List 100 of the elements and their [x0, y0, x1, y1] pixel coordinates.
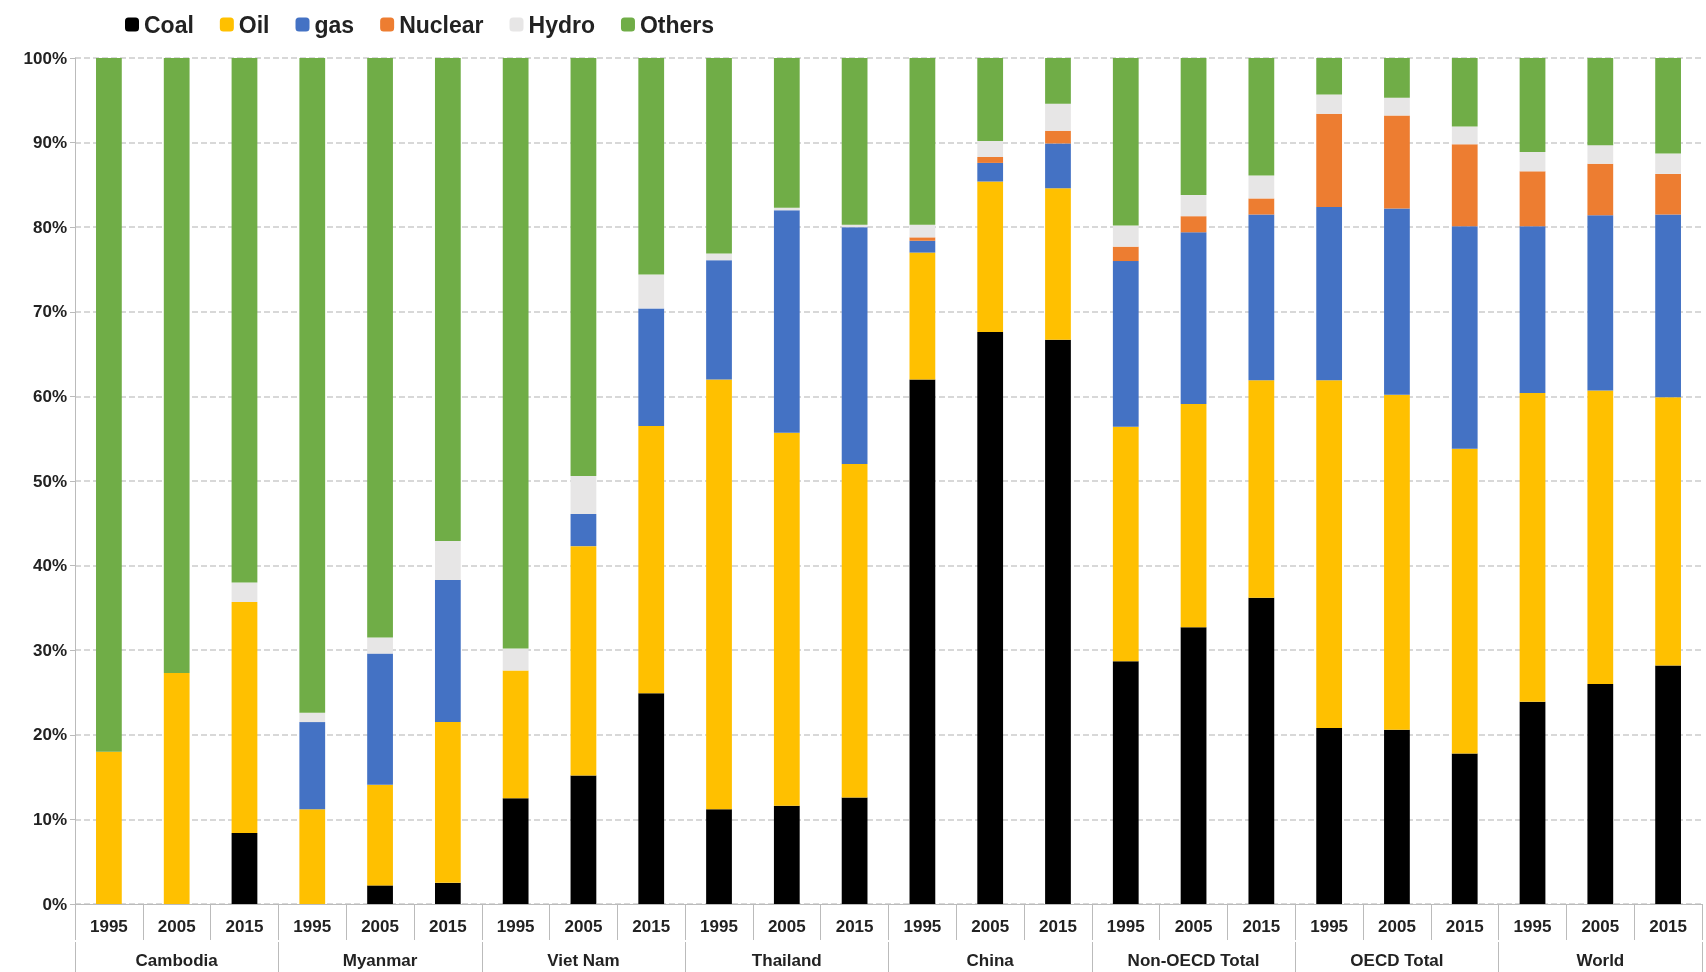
legend-label: Coal: [144, 11, 194, 38]
x-tick-label: 2015: [1242, 917, 1281, 936]
bar: [1587, 390, 1614, 685]
x-tick-label: 2015: [1039, 917, 1077, 936]
bar: [1655, 665, 1681, 904]
bar: [1519, 58, 1546, 152]
bar: [1587, 215, 1614, 391]
bar: [977, 58, 1004, 141]
bar: [1451, 753, 1478, 904]
bar: [231, 582, 258, 602]
bar: [1587, 58, 1614, 146]
x-tick-label: 1995: [1513, 917, 1552, 936]
bar: [299, 722, 326, 810]
y-tick-label: 50%: [32, 471, 67, 491]
text: Thailand: [751, 951, 822, 970]
bar: [909, 58, 936, 225]
bar: [638, 274, 665, 309]
y-tick-label: 100%: [23, 48, 67, 68]
bar: [570, 58, 597, 476]
bar: [1655, 173, 1681, 215]
y-tick-label: 10%: [32, 809, 67, 829]
bar: [977, 162, 1004, 182]
y-tick-label: 20%: [32, 725, 67, 745]
x-tick-label: 2005: [361, 917, 399, 936]
bar: [434, 882, 461, 904]
x-tick-label: 1995: [89, 917, 128, 936]
bar: [841, 227, 868, 465]
bar: [1519, 171, 1546, 227]
x-tick-label: 2015: [632, 917, 671, 936]
bar: [1248, 198, 1275, 215]
bar: [231, 58, 258, 583]
bar: [96, 751, 122, 904]
bar: [638, 693, 665, 904]
y-tick-label: 60%: [32, 386, 67, 406]
y-tick-label: 0%: [42, 894, 67, 914]
x-tick-label: 1995: [700, 917, 738, 936]
bar: [773, 58, 800, 208]
bar: [1655, 214, 1681, 398]
bar: [299, 58, 326, 713]
bar: [977, 332, 1004, 904]
bar: [570, 546, 597, 776]
bar: [163, 58, 190, 674]
bar: [1045, 130, 1071, 144]
x-tick-label: 2005: [1581, 917, 1620, 936]
bar: [1112, 246, 1139, 262]
bar: [231, 832, 258, 904]
text: World: [1576, 951, 1625, 970]
bar: [1587, 684, 1614, 904]
x-tick-label: 2015: [1649, 917, 1688, 936]
bar: [841, 58, 868, 225]
bar: [367, 637, 393, 654]
bar: [977, 156, 1004, 163]
x-tick-label: 2005: [157, 917, 196, 936]
legend-label: Nuclear: [399, 11, 484, 38]
bar: [1180, 404, 1207, 628]
text: Non-OECD Total: [1127, 951, 1260, 970]
text: Cambodia: [135, 951, 219, 970]
bar: [570, 775, 597, 904]
bar: [570, 475, 597, 514]
bar: [841, 797, 868, 904]
text: China: [966, 951, 1015, 970]
bar: [1587, 163, 1614, 216]
bar: [434, 579, 461, 723]
bar: [706, 58, 732, 254]
bar: [1451, 226, 1478, 449]
x-tick-label: 2015: [428, 917, 467, 936]
bar: [231, 601, 258, 833]
bar: [1519, 701, 1546, 904]
bar: [1248, 380, 1275, 598]
y-tick-label: 70%: [32, 302, 67, 322]
bar: [909, 252, 936, 380]
bar: [502, 58, 529, 649]
y-tick-label: 80%: [32, 217, 67, 237]
bar: [1384, 729, 1410, 904]
x-tick-label: 1995: [903, 917, 942, 936]
bar: [1112, 261, 1139, 427]
legend-label: gas: [314, 11, 355, 38]
bar: [1248, 175, 1275, 199]
bar: [1519, 393, 1546, 702]
bar: [909, 240, 936, 253]
x-tick-label: 1995: [1310, 917, 1349, 936]
bar: [638, 426, 665, 694]
bar: [977, 181, 1004, 333]
bar: [1045, 188, 1071, 340]
bar: [706, 253, 732, 261]
x-tick-label: 2015: [835, 917, 874, 936]
bar: [1180, 232, 1207, 405]
x-tick-label: 1995: [1106, 917, 1145, 936]
bar: [1112, 58, 1139, 226]
bar: [1180, 195, 1207, 217]
bar: [841, 464, 868, 798]
bar: [1045, 103, 1071, 131]
bar: [502, 798, 529, 904]
bar: [1316, 728, 1343, 904]
bar: [502, 670, 529, 799]
bar: [1451, 448, 1478, 754]
bar: [706, 809, 732, 904]
legend-label: Others: [639, 11, 715, 38]
bar: [1316, 58, 1343, 95]
x-tick-label: 2005: [767, 917, 806, 936]
